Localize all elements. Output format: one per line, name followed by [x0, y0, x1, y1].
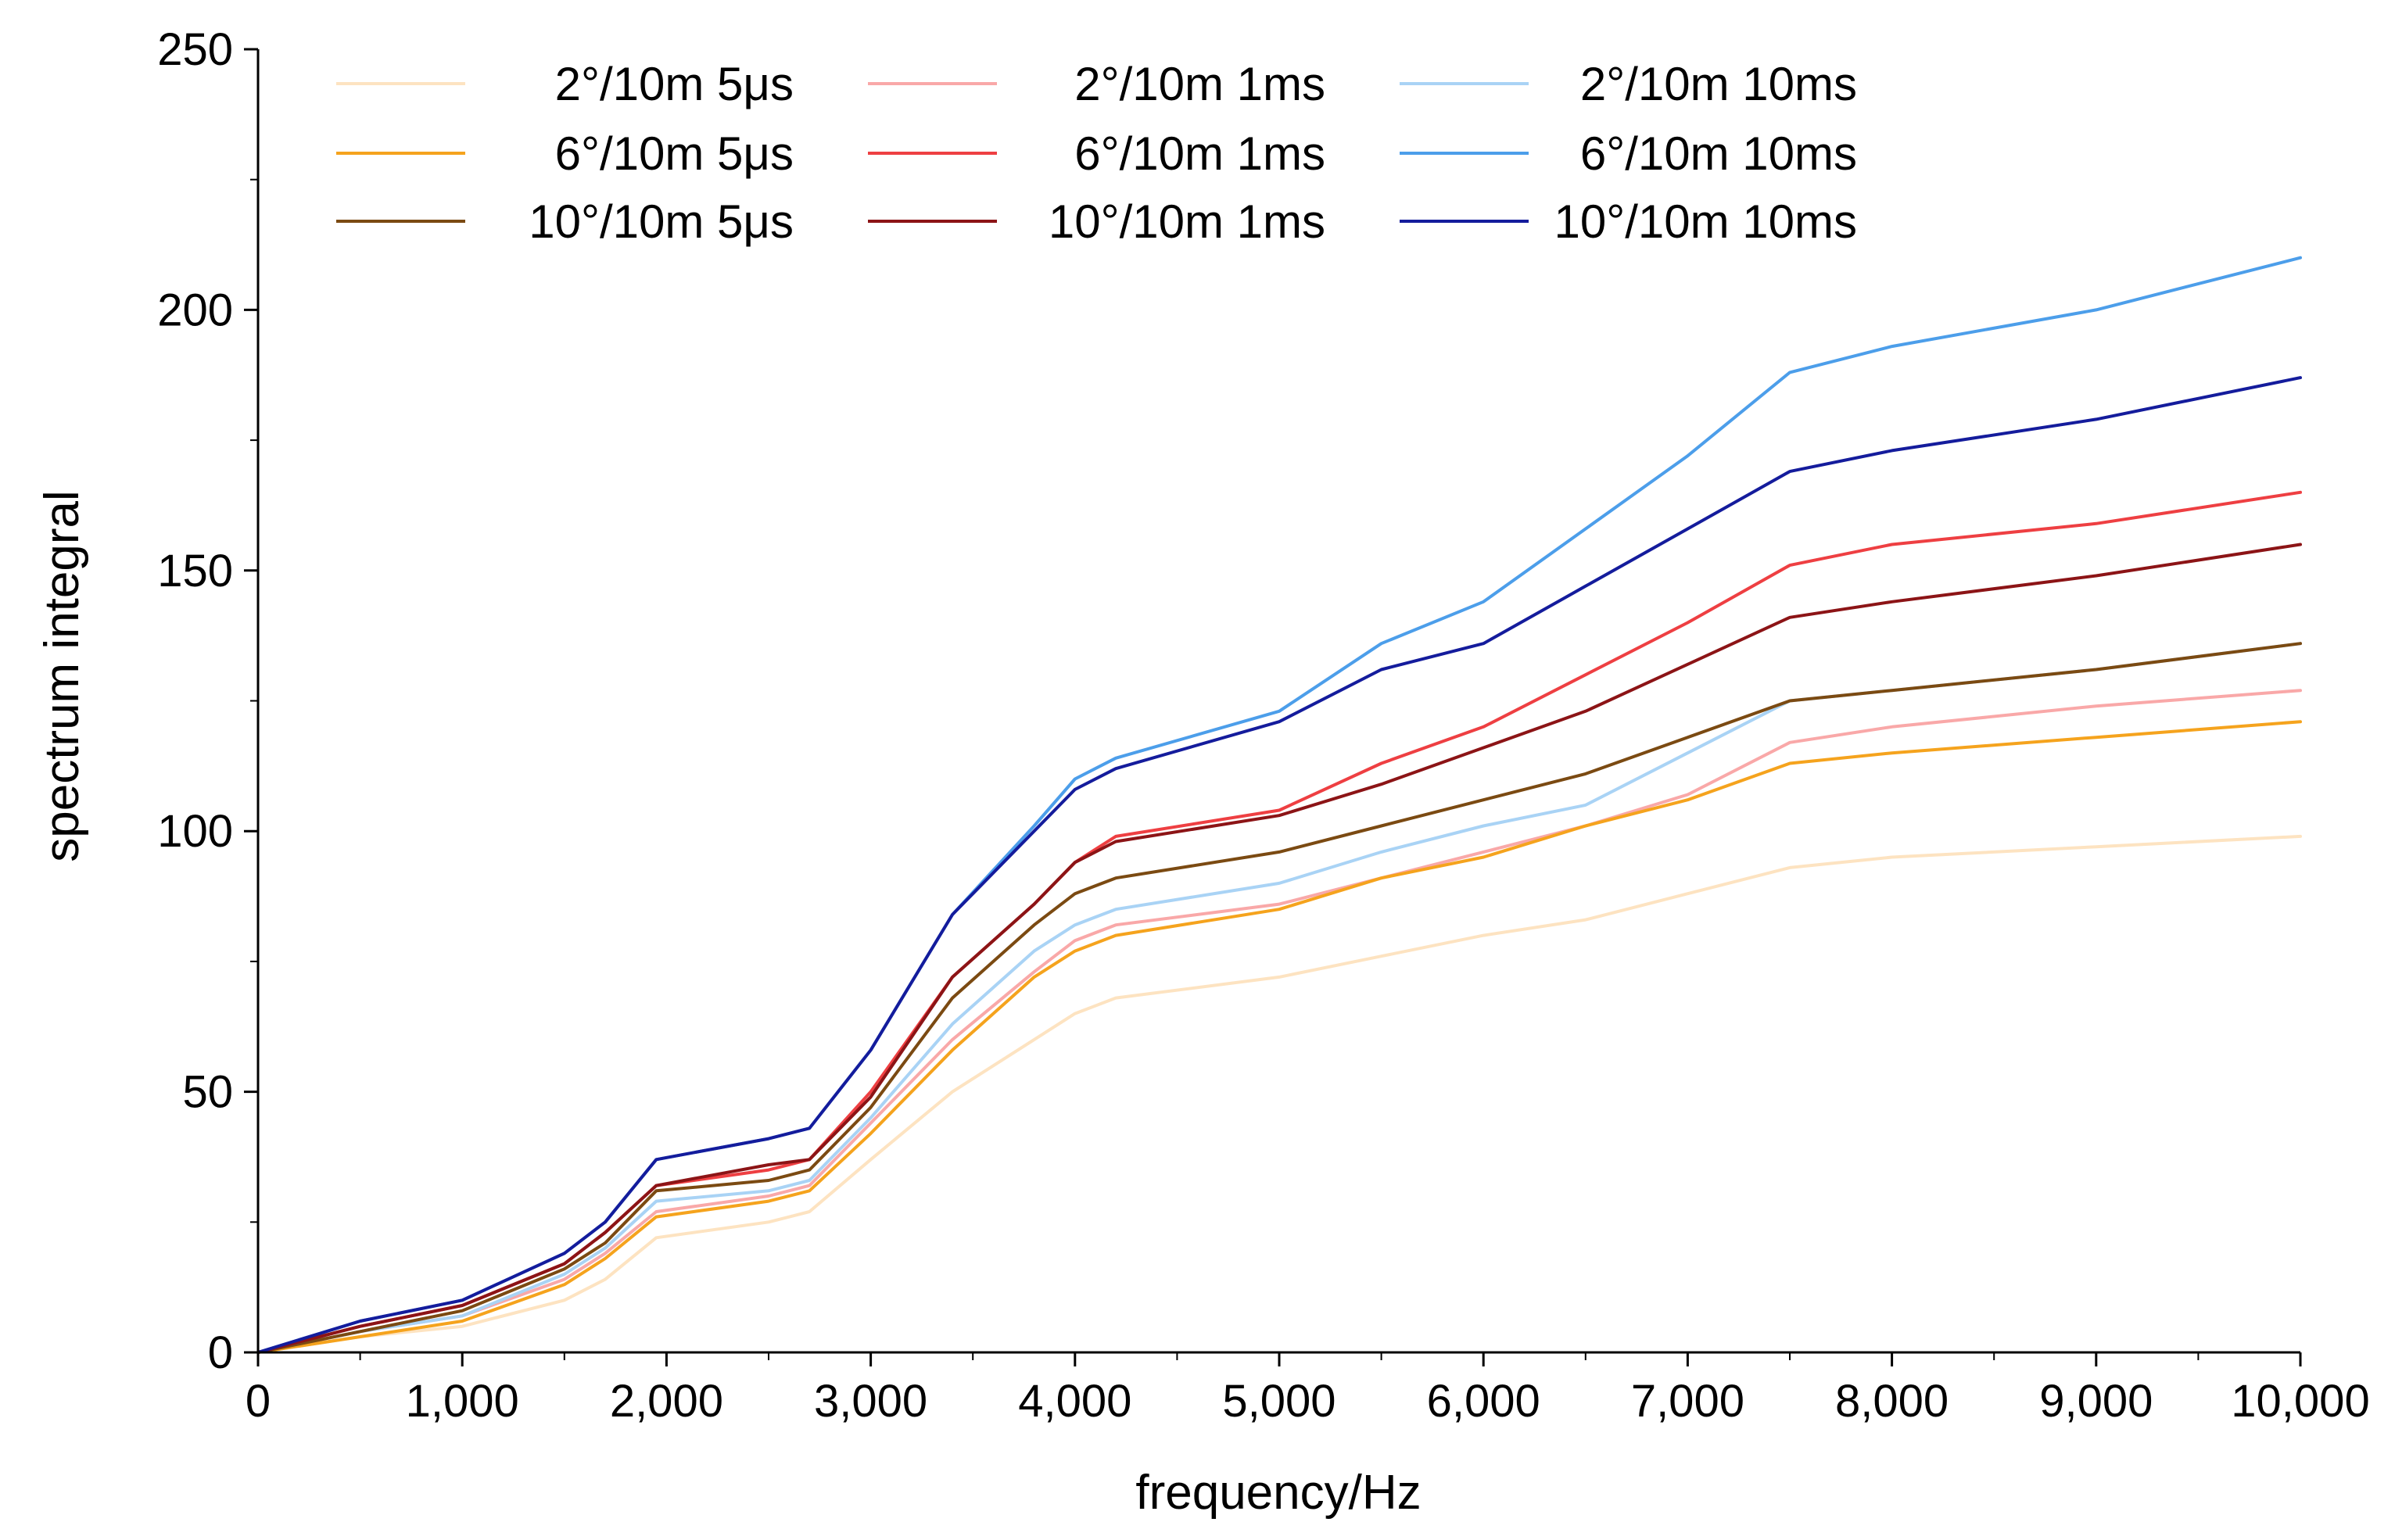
series-line-1	[256, 834, 2302, 1354]
legend-label: 6°/10m 10ms	[1580, 127, 1857, 180]
legend: 2°/10m 5μs 6°/10m 5μs 10°/10m 5μs 2°/10m 1m…	[336, 58, 1857, 248]
series-line-6	[256, 256, 2302, 1354]
legend-label: 10°/10m 5μs	[529, 195, 794, 248]
y-tick-label: 100	[157, 806, 233, 857]
x-tick-label: 6,000	[1427, 1376, 1540, 1427]
x-tick-label: 7,000	[1631, 1376, 1744, 1427]
x-tick-label: 4,000	[1018, 1376, 1131, 1427]
x-axis-title: frequency/Hz	[1135, 1466, 1421, 1520]
plot-lines	[256, 256, 2302, 1354]
y-tick-label: 200	[157, 285, 233, 335]
x-tick-label: 1,000	[406, 1376, 519, 1427]
series-line-7	[256, 642, 2302, 1354]
axes: 0 1,000 2,000 3,000 4,000 5,000 6,000 7,000 8,00…	[157, 24, 2369, 1427]
y-axis-title: spectrum integral	[35, 490, 89, 862]
legend-label: 10°/10m 1ms	[1049, 195, 1325, 248]
x-tick-label: 10,000	[2231, 1376, 2369, 1427]
x-tick-label: 8,000	[1835, 1376, 1949, 1427]
legend-label: 6°/10m 1ms	[1074, 127, 1325, 180]
x-tick-label: 3,000	[814, 1376, 927, 1427]
legend-label: 6°/10m 5μs	[555, 127, 794, 180]
legend-label: 2°/10m 5μs	[555, 58, 794, 110]
y-tick-label: 50	[182, 1067, 233, 1118]
legend-label: 10°/10m 10ms	[1554, 195, 1857, 248]
series-line-2	[256, 689, 2302, 1354]
series-line-5	[256, 490, 2302, 1354]
series-line-9	[256, 376, 2302, 1354]
y-tick-label: 150	[157, 546, 233, 596]
y-tick-label: 0	[208, 1327, 233, 1378]
x-tick-label: 2,000	[610, 1376, 723, 1427]
legend-label: 2°/10m 1ms	[1074, 58, 1325, 110]
series-line-4	[256, 720, 2302, 1354]
x-tick-label: 9,000	[2039, 1376, 2153, 1427]
y-tick-label: 250	[157, 24, 233, 75]
legend-label: 2°/10m 10ms	[1580, 58, 1857, 110]
x-ticks: 0 1,000 2,000 3,000 4,000 5,000 6,000 7,000 8,00…	[246, 1352, 2370, 1427]
series-line-8	[256, 543, 2302, 1354]
y-ticks: 0 50 100 150 200 250	[157, 24, 258, 1378]
x-tick-label: 5,000	[1222, 1376, 1336, 1427]
series-line-3	[256, 642, 2302, 1354]
x-tick-label: 0	[246, 1376, 271, 1427]
